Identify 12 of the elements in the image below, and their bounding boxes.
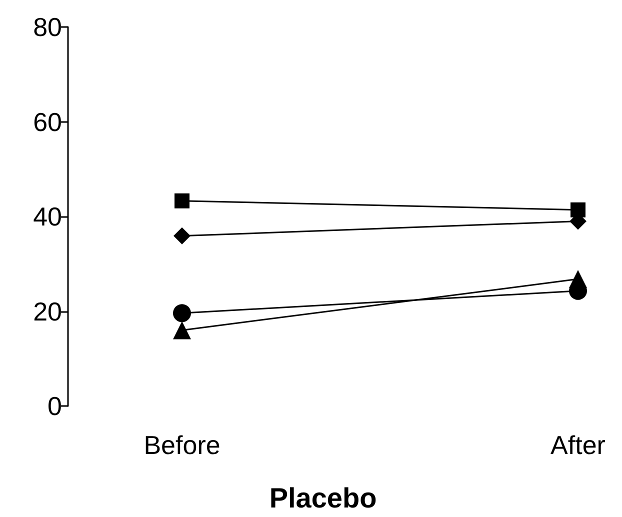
point bbox=[173, 304, 191, 322]
y-tick-label: 0 bbox=[48, 391, 62, 421]
y-tick-label: 80 bbox=[33, 12, 62, 42]
x-tick-label: After bbox=[550, 430, 606, 460]
point bbox=[570, 202, 586, 218]
point bbox=[174, 227, 190, 244]
x-axis-title: Placebo bbox=[269, 482, 377, 514]
y-tick-label: 40 bbox=[33, 202, 62, 232]
y-tick-label: 60 bbox=[33, 106, 62, 137]
point bbox=[174, 193, 190, 208]
y-tick-label: 20 bbox=[33, 296, 62, 326]
x-tick-label: Before bbox=[144, 430, 220, 460]
